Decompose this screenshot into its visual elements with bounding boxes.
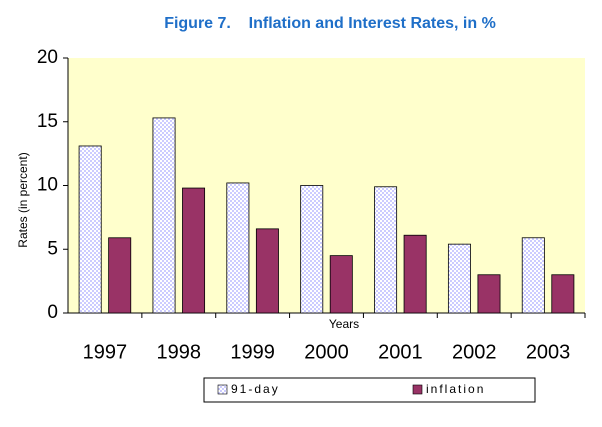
bar bbox=[182, 187, 206, 314]
bar bbox=[152, 117, 176, 314]
bar bbox=[521, 237, 545, 314]
legend-swatch bbox=[217, 384, 228, 395]
bar bbox=[447, 243, 471, 314]
legend-label: inflation bbox=[426, 382, 485, 396]
x-tick-label: 1999 bbox=[230, 341, 275, 363]
bar bbox=[551, 274, 575, 314]
y-tick-label: 10 bbox=[37, 175, 58, 196]
plot-area bbox=[68, 58, 585, 313]
x-axis-label: Years bbox=[329, 317, 359, 331]
bar bbox=[329, 255, 353, 314]
y-tick-label: 0 bbox=[47, 302, 58, 323]
bar bbox=[226, 182, 250, 314]
x-tick-label: 1998 bbox=[157, 341, 202, 363]
chart-title: Figure 7. Inflation and Interest Rates, … bbox=[164, 15, 496, 32]
x-tick-label: 2001 bbox=[378, 341, 423, 363]
bar bbox=[477, 274, 501, 314]
bar bbox=[403, 234, 427, 314]
x-tick-label: 2002 bbox=[452, 341, 497, 363]
bar bbox=[255, 228, 279, 314]
legend-swatch bbox=[412, 384, 423, 395]
x-tick-label: 1997 bbox=[83, 341, 128, 363]
bar bbox=[300, 185, 324, 314]
y-tick-label: 15 bbox=[37, 111, 58, 132]
legend-label: 91-day bbox=[231, 382, 280, 396]
bar bbox=[78, 145, 102, 314]
x-tick-label: 2003 bbox=[526, 341, 571, 363]
y-tick-label: 5 bbox=[47, 238, 58, 259]
y-tick-label: 20 bbox=[37, 47, 58, 68]
x-tick-label: 2000 bbox=[304, 341, 349, 363]
bar bbox=[108, 237, 132, 314]
legend-box bbox=[203, 377, 536, 403]
bar bbox=[374, 186, 398, 314]
y-axis-label: Rates (in percent) bbox=[16, 152, 30, 247]
